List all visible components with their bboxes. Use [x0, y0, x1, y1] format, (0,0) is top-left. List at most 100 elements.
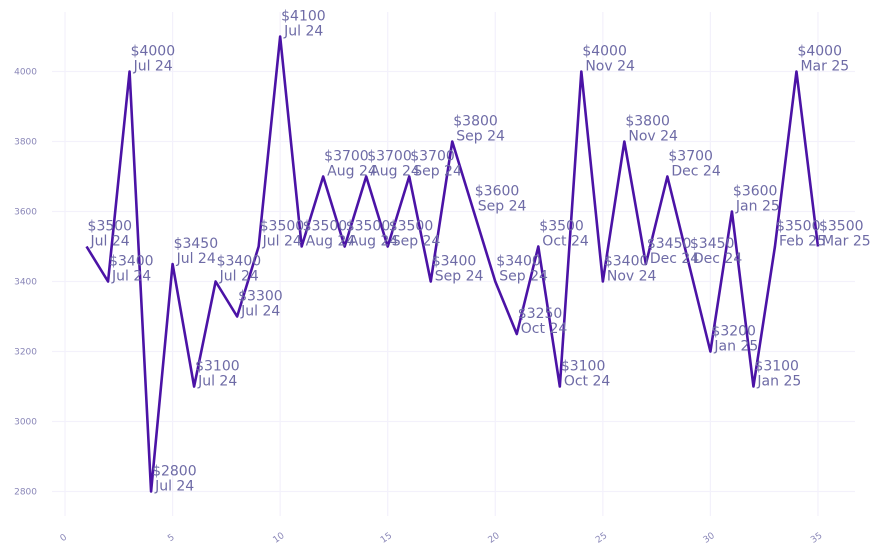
data-label: $3400 Sep 24 — [496, 254, 548, 285]
data-label: $3600 Sep 24 — [475, 184, 527, 215]
data-label-price: $4000 — [797, 44, 842, 60]
data-label-price: $3800 — [453, 114, 498, 130]
y-tick-label: 2800 — [14, 488, 37, 498]
data-label-price: $3500 — [303, 219, 348, 235]
data-label-price: $3200 — [711, 324, 756, 340]
data-label-month: Nov 24 — [628, 129, 678, 145]
data-label-price: $3500 — [389, 219, 434, 235]
data-label-month: Oct 24 — [564, 374, 611, 390]
data-label: $4000 Mar 25 — [797, 44, 849, 75]
data-label-price: $3700 — [668, 149, 713, 165]
y-tick-label: 3800 — [14, 138, 37, 148]
data-label-month: Sep 24 — [456, 129, 505, 145]
data-label-month: Sep 24 — [413, 164, 462, 180]
data-label: $3300 Jul 24 — [238, 289, 283, 320]
data-label-month: Feb 25 — [779, 234, 826, 250]
data-labels: $3500 Jul 24$3400 Jul 24$4000 Jul 24$2800 Ju… — [88, 9, 871, 495]
data-label: $3500 Jul 24 — [88, 219, 133, 250]
data-label-month: Oct 24 — [521, 321, 568, 337]
data-label: $3400 Jul 24 — [217, 254, 262, 285]
data-label: $3200 Jan 25 — [711, 324, 758, 355]
data-label: $3700 Aug 24 — [367, 149, 420, 180]
data-label-price: $4000 — [131, 44, 176, 60]
data-label-month: Nov 24 — [585, 59, 635, 75]
data-label-price: $3500 — [776, 219, 821, 235]
data-label: $2800 Jul 24 — [152, 464, 197, 495]
x-tick-label: 5 — [166, 533, 176, 544]
data-label: $3500 Aug 24 — [346, 219, 399, 250]
data-label-month: Jan 25 — [756, 374, 801, 390]
x-tick-label: 30 — [702, 531, 717, 546]
data-label-month: Jul 24 — [154, 479, 194, 495]
data-label-month: Sep 24 — [392, 234, 441, 250]
data-label: $3500 Sep 24 — [389, 219, 441, 250]
data-label-month: Jan 25 — [713, 339, 758, 355]
data-label-price: $3400 — [604, 254, 649, 270]
data-label-month: Aug 24 — [327, 164, 377, 180]
x-tick-label: 15 — [379, 531, 394, 546]
data-label-price: $3450 — [690, 236, 735, 252]
data-label-price: $3100 — [195, 359, 240, 375]
series-line — [85, 35, 820, 493]
data-label-price: $3700 — [410, 149, 455, 165]
data-label: $3250 Oct 24 — [518, 306, 568, 337]
series-line-group — [85, 35, 820, 493]
data-label-month: Mar 25 — [800, 59, 849, 75]
data-label-month: Dec 24 — [671, 164, 720, 180]
data-label-price: $3500 — [260, 219, 305, 235]
data-label: $3450 Jul 24 — [174, 236, 219, 267]
data-label-month: Jul 24 — [219, 269, 259, 285]
data-label-price: $3500 — [539, 219, 584, 235]
x-tick-label: 35 — [809, 531, 824, 546]
data-label-price: $3250 — [518, 306, 563, 322]
data-label-price: $3100 — [561, 359, 606, 375]
x-tick-label: 25 — [594, 531, 609, 546]
data-label: $3700 Aug 24 — [324, 149, 377, 180]
data-label-price: $2800 — [152, 464, 197, 480]
data-label: $3100 Jan 25 — [754, 359, 801, 390]
data-label-price: $3100 — [754, 359, 799, 375]
data-label-month: Dec 24 — [650, 251, 699, 267]
data-label-month: Jul 24 — [133, 59, 173, 75]
data-label-month: Jul 24 — [262, 234, 302, 250]
data-label: $3450 Dec 24 — [690, 236, 742, 267]
axis-ticks: 2800 3000 3200 3400 3600 3800 4000 0 5 10 15 20 25 30… — [14, 68, 824, 546]
data-label: $3400 Jul 24 — [109, 254, 154, 285]
x-tick-label: 20 — [487, 531, 502, 546]
data-label-month: Aug 24 — [370, 164, 420, 180]
data-label-month: Sep 24 — [478, 199, 527, 215]
data-label: $3800 Sep 24 — [453, 114, 505, 145]
data-label-month: Oct 24 — [542, 234, 589, 250]
x-tick-label: 10 — [271, 531, 286, 546]
data-label-price: $3500 — [346, 219, 391, 235]
data-label-price: $3800 — [625, 114, 670, 130]
data-label-month: Aug 24 — [306, 234, 356, 250]
y-tick-label: 3400 — [14, 278, 37, 288]
data-label-price: $3500 — [819, 219, 864, 235]
data-label-price: $3400 — [217, 254, 262, 270]
data-label-price: $3450 — [174, 236, 219, 252]
data-label-month: Jul 24 — [111, 269, 151, 285]
data-label-month: Nov 24 — [607, 269, 657, 285]
x-tick-label: 0 — [59, 532, 70, 544]
data-label-month: Jul 24 — [176, 251, 216, 267]
data-label: $3400 Sep 24 — [432, 254, 484, 285]
data-label: $3400 Nov 24 — [604, 254, 657, 285]
data-label: $3500 Feb 25 — [776, 219, 826, 250]
data-label-price: $3400 — [432, 254, 477, 270]
data-label: $3600 Jan 25 — [733, 184, 780, 215]
data-label-month: Mar 25 — [822, 234, 871, 250]
data-label: $3450 Dec 24 — [647, 236, 699, 267]
y-tick-label: 3000 — [14, 418, 37, 428]
data-label: $4100 Jul 24 — [281, 9, 326, 40]
data-label: $3500 Mar 25 — [819, 219, 871, 250]
data-label-price: $3700 — [324, 149, 369, 165]
data-label: $3500 Jul 24 — [260, 219, 305, 250]
data-label-month: Sep 24 — [499, 269, 548, 285]
data-label-price: $4100 — [281, 9, 326, 25]
data-label-price: $3600 — [475, 184, 520, 200]
y-tick-label: 3600 — [14, 208, 37, 218]
data-label-price: $4000 — [582, 44, 627, 60]
data-label: $3700 Sep 24 — [410, 149, 462, 180]
